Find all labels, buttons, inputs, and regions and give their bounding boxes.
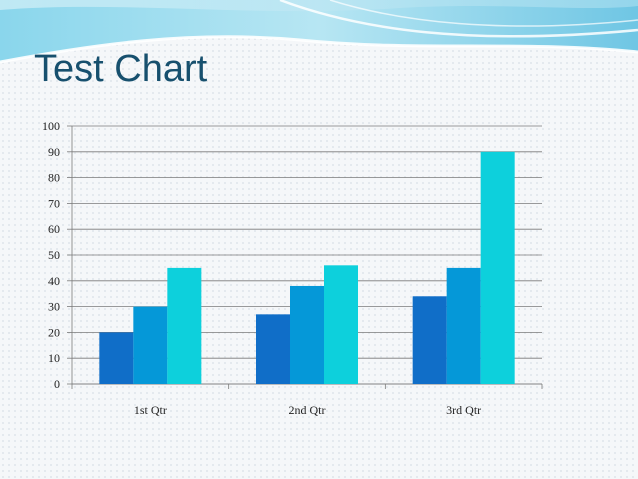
y-tick-label: 10 [48,351,60,365]
bar [290,285,324,384]
bar [324,265,358,384]
x-category-label: 2nd Qtr [289,403,326,417]
y-tick-label: 100 [42,119,60,133]
bar [99,332,134,384]
y-tick-label: 30 [48,300,60,314]
y-tick-label: 60 [48,222,60,236]
y-tick-label: 90 [48,145,60,159]
bar [480,151,515,384]
bar [256,314,290,384]
page-title: Test Chart [34,48,208,90]
bar [167,267,202,384]
x-category-label: 1st Qtr [134,403,167,417]
bar [446,267,481,384]
y-tick-label: 40 [48,274,60,288]
y-tick-label: 80 [48,171,60,185]
y-tick-label: 70 [48,196,60,210]
bar [133,306,168,384]
y-tick-label: 50 [48,248,60,262]
y-tick-label: 0 [54,377,60,391]
wave-banner [0,0,638,64]
y-tick-label: 20 [48,325,60,339]
x-category-label: 3rd Qtr [446,403,481,417]
bar [412,296,447,384]
